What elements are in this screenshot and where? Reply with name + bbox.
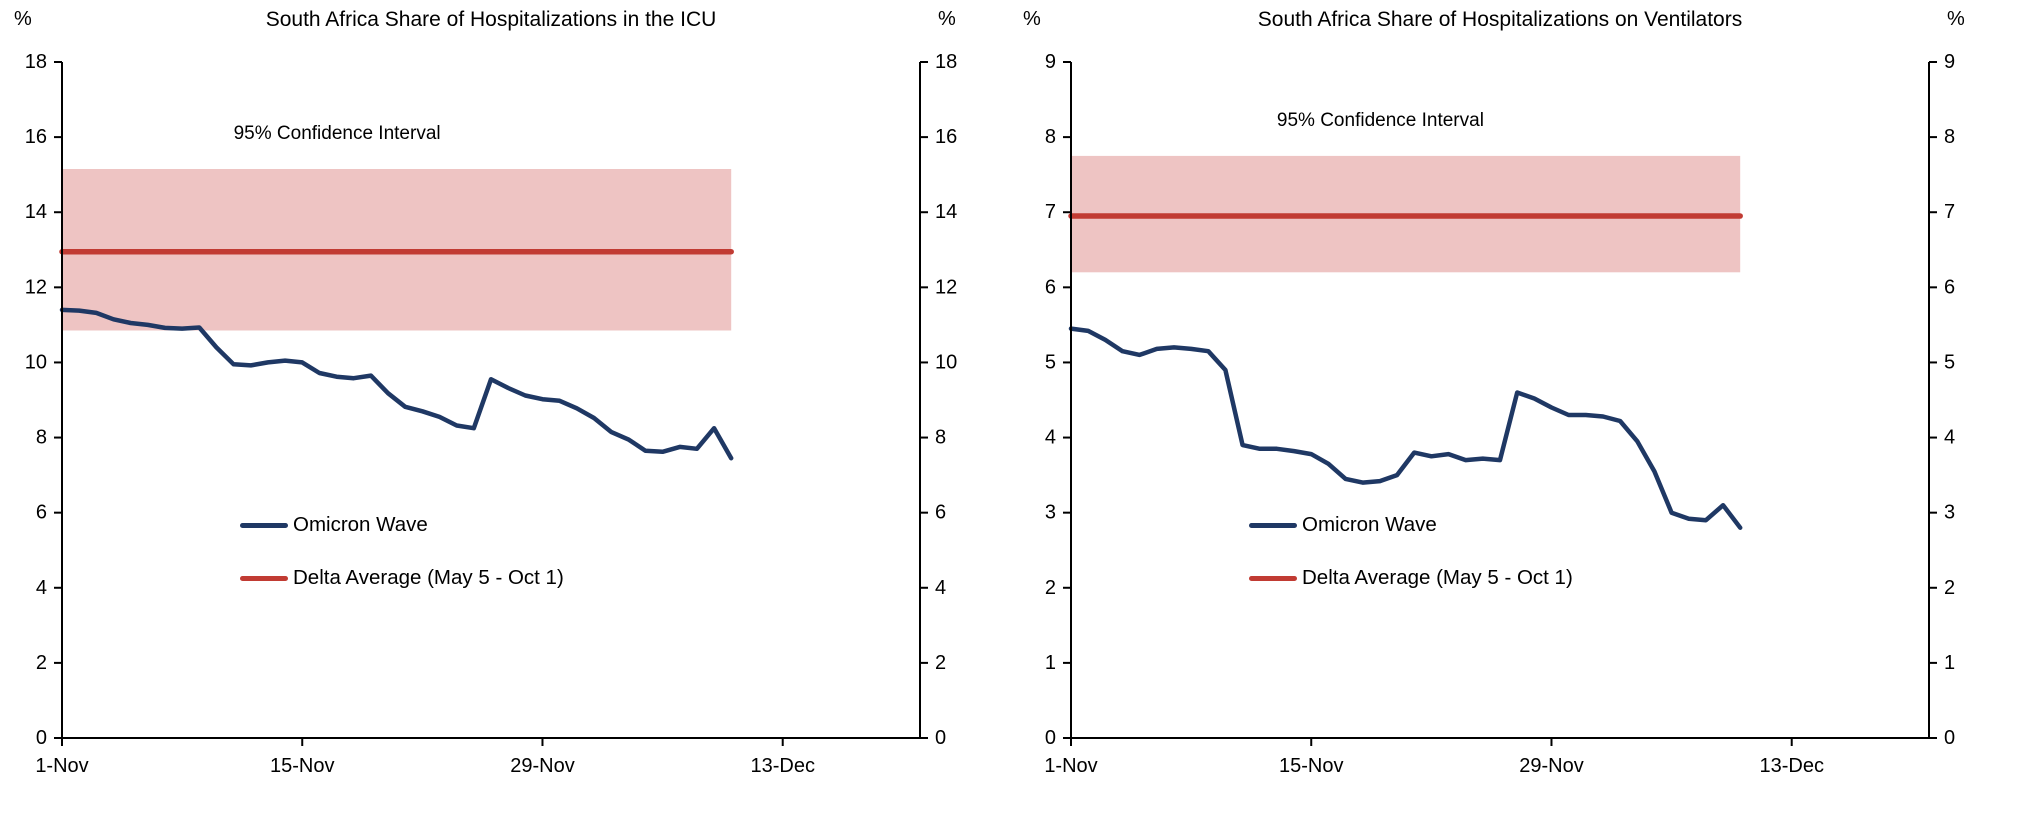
chart-panel-ventilators: 0 0 1 1 2 2 3 3 4 4 5 5 6 6 7 7 8 8 9 9 1-Nov 15-Nov 29-Nov 13-… — [1009, 0, 2017, 823]
legend-item-omicron: Omicron Wave — [240, 512, 564, 538]
ventilators-line-chart: 0 0 1 1 2 2 3 3 4 4 5 5 6 6 7 7 8 8 9 9 1-Nov 15-Nov 29-Nov 13-… — [1044, 51, 1955, 777]
x-tick-label: 1-Nov — [35, 755, 88, 777]
y-tick-label-right: 4 — [935, 577, 946, 599]
y-tick-label-right: 9 — [1944, 51, 1955, 73]
y-tick-label-left: 2 — [36, 652, 47, 674]
y-tick-label-left: 8 — [36, 427, 47, 449]
y-tick-label-right: 10 — [935, 351, 957, 373]
y-tick-label-right: 1 — [1944, 652, 1955, 674]
y-tick-label-left: 12 — [25, 276, 47, 298]
y-tick-label-left: 6 — [1045, 276, 1056, 298]
y-tick-label-right: 0 — [935, 727, 946, 749]
chart-panel-icu: 0 0 2 2 4 4 6 6 8 8 10 10 12 12 14 14 16 16 18 18 1-Nov 15-No… — [0, 0, 1008, 823]
y-axis-unit-left: % — [1023, 8, 1041, 30]
y-tick-label-right: 8 — [1944, 126, 1955, 148]
legend-item-delta: Delta Average (May 5 - Oct 1) — [240, 565, 564, 591]
y-tick-label-right: 2 — [1944, 577, 1955, 599]
legend-label-delta: Delta Average (May 5 - Oct 1) — [1302, 566, 1573, 589]
delta-line-marker — [240, 575, 288, 581]
y-tick-label-left: 0 — [36, 727, 47, 749]
x-tick-label: 1-Nov — [1044, 755, 1097, 777]
legend-label-delta: Delta Average (May 5 - Oct 1) — [293, 566, 564, 589]
y-tick-label-right: 16 — [935, 126, 957, 148]
chart-title-ventilators: South Africa Share of Hospitalizations o… — [1257, 8, 1743, 31]
y-tick-label-left: 3 — [1045, 502, 1056, 524]
y-tick-label-left: 18 — [25, 51, 47, 73]
x-tick-label: 29-Nov — [1519, 755, 1583, 777]
y-tick-label-right: 8 — [935, 427, 946, 449]
y-tick-label-right: 2 — [935, 652, 946, 674]
x-tick-label: 15-Nov — [1279, 755, 1343, 777]
y-tick-label-left: 4 — [1045, 427, 1056, 449]
y-tick-label-right: 18 — [935, 51, 957, 73]
confidence-interval-label: 95% Confidence Interval — [233, 123, 441, 145]
y-tick-label-left: 1 — [1045, 652, 1056, 674]
chart-title-icu: South Africa Share of Hospitalizations i… — [265, 8, 717, 31]
y-tick-label-right: 6 — [1944, 276, 1955, 298]
x-tick-label: 29-Nov — [510, 755, 574, 777]
legend-label-omicron: Omicron Wave — [293, 513, 428, 536]
y-tick-label-right: 0 — [1944, 727, 1955, 749]
y-tick-label-right: 6 — [935, 502, 946, 524]
y-tick-label-left: 6 — [36, 502, 47, 524]
y-tick-label-left: 8 — [1045, 126, 1056, 148]
y-tick-label-left: 2 — [1045, 577, 1056, 599]
y-tick-label-left: 5 — [1045, 351, 1056, 373]
y-tick-label-left: 7 — [1045, 201, 1056, 223]
icu-line-chart: 0 0 2 2 4 4 6 6 8 8 10 10 12 12 14 14 16 16 18 18 1-Nov 15-No… — [25, 51, 958, 777]
y-tick-label-right: 4 — [1944, 427, 1955, 449]
y-tick-label-left: 16 — [25, 126, 47, 148]
x-tick-label: 15-Nov — [270, 755, 334, 777]
chart-legend: Omicron Wave Delta Average (May 5 - Oct … — [240, 512, 564, 618]
x-tick-label: 13-Dec — [750, 755, 814, 777]
chart-legend: Omicron Wave Delta Average (May 5 - Oct … — [1249, 512, 1573, 618]
omicron-line-marker — [1249, 522, 1297, 528]
y-tick-label-right: 12 — [935, 276, 957, 298]
y-tick-label-right: 5 — [1944, 351, 1955, 373]
omicron-wave-line — [59, 307, 734, 461]
legend-label-omicron: Omicron Wave — [1302, 513, 1437, 536]
y-tick-label-right: 3 — [1944, 502, 1955, 524]
omicron-wave-line — [1068, 326, 1743, 530]
legend-item-omicron: Omicron Wave — [1249, 512, 1573, 538]
delta-line-marker — [1249, 575, 1297, 581]
y-axis-unit-right: % — [1947, 8, 1965, 30]
x-tick-label: 13-Dec — [1759, 755, 1823, 777]
y-tick-label-left: 0 — [1045, 727, 1056, 749]
y-tick-label-right: 14 — [935, 201, 957, 223]
y-tick-label-left: 4 — [36, 577, 47, 599]
y-tick-label-right: 7 — [1944, 201, 1955, 223]
confidence-interval-label: 95% Confidence Interval — [1276, 109, 1484, 131]
y-tick-label-left: 14 — [25, 201, 47, 223]
y-tick-label-left: 10 — [25, 351, 47, 373]
y-axis-unit-right: % — [938, 8, 956, 30]
y-tick-label-left: 9 — [1045, 51, 1056, 73]
omicron-line-marker — [240, 522, 288, 528]
y-axis-unit-left: % — [14, 8, 32, 30]
legend-item-delta: Delta Average (May 5 - Oct 1) — [1249, 565, 1573, 591]
